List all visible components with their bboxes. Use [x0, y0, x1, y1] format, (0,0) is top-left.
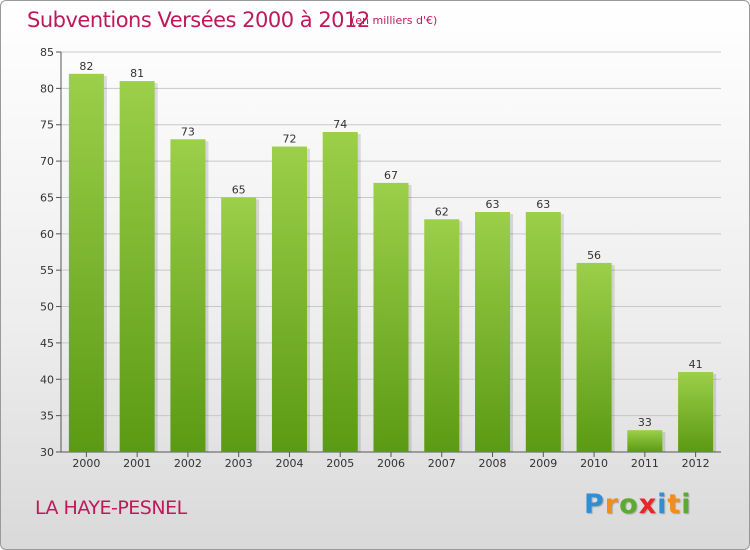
logo-letter: t — [667, 489, 682, 520]
data-labels: 82 81 73 65 72 74 67 62 63 63 56 33 41 — [79, 60, 702, 429]
logo-letter: i — [681, 489, 692, 520]
x-tick-label: 2011 — [631, 457, 659, 470]
data-label: 67 — [384, 169, 398, 182]
x-tick-label: 2003 — [225, 457, 253, 470]
x-tick-label: 2002 — [174, 457, 202, 470]
y-tick-label: 40 — [40, 373, 54, 386]
y-tick-label: 65 — [40, 191, 54, 204]
data-label: 65 — [232, 183, 246, 196]
data-label: 56 — [587, 249, 601, 262]
bar — [424, 219, 460, 452]
bars — [68, 73, 717, 453]
x-tick-label: 2005 — [326, 457, 354, 470]
bar — [373, 182, 409, 452]
x-tick-label: 2007 — [428, 457, 456, 470]
x-tick-label: 2010 — [580, 457, 608, 470]
bar — [525, 212, 561, 452]
y-tick-label: 85 — [40, 46, 54, 59]
data-label: 63 — [536, 198, 550, 211]
data-label: 33 — [638, 416, 652, 429]
data-label: 63 — [486, 198, 500, 211]
x-tick-label: 2012 — [682, 457, 710, 470]
y-tick-label: 80 — [40, 82, 54, 95]
proxiti-logo[interactable]: Proxiti — [584, 489, 692, 520]
logo-letter: r — [604, 489, 620, 520]
data-label: 74 — [333, 118, 347, 131]
data-label: 81 — [130, 67, 144, 80]
y-tick-label: 75 — [40, 119, 54, 132]
y-tick-label: 35 — [40, 410, 54, 423]
x-tick-label: 2006 — [377, 457, 405, 470]
data-label: 41 — [689, 358, 703, 371]
logo-letter: P — [584, 489, 605, 520]
commune-name: LA HAYE-PESNEL — [35, 497, 187, 519]
chart-subtitle: (en milliers d'€) — [351, 14, 438, 27]
bar — [170, 139, 206, 453]
bar — [119, 81, 155, 452]
bar — [627, 430, 663, 452]
bar — [221, 197, 257, 452]
bar — [678, 372, 714, 452]
bar — [475, 212, 511, 452]
bar — [576, 262, 612, 452]
y-tick-label: 60 — [40, 228, 54, 241]
data-label: 73 — [181, 125, 195, 138]
x-tick-label: 2000 — [72, 457, 100, 470]
y-tick-label: 70 — [40, 155, 54, 168]
y-tick-label: 55 — [40, 264, 54, 277]
x-tick-label: 2001 — [123, 457, 151, 470]
logo-letter: x — [638, 489, 658, 520]
bar — [322, 132, 358, 452]
y-tick-label: 30 — [40, 446, 54, 459]
bar — [68, 73, 104, 453]
data-label: 72 — [282, 133, 296, 146]
x-tick-label: 2008 — [479, 457, 507, 470]
logo-letter: i — [657, 489, 668, 520]
bar — [271, 146, 307, 452]
x-tick-label: 2009 — [529, 457, 557, 470]
chart-title: Subventions Versées 2000 à 2012 — [27, 8, 370, 32]
x-tick-label: 2004 — [275, 457, 303, 470]
data-label: 82 — [79, 60, 93, 73]
y-tick-label: 50 — [40, 301, 54, 314]
data-label: 62 — [435, 205, 449, 218]
y-tick-label: 45 — [40, 337, 54, 350]
logo-letter: o — [619, 489, 639, 520]
